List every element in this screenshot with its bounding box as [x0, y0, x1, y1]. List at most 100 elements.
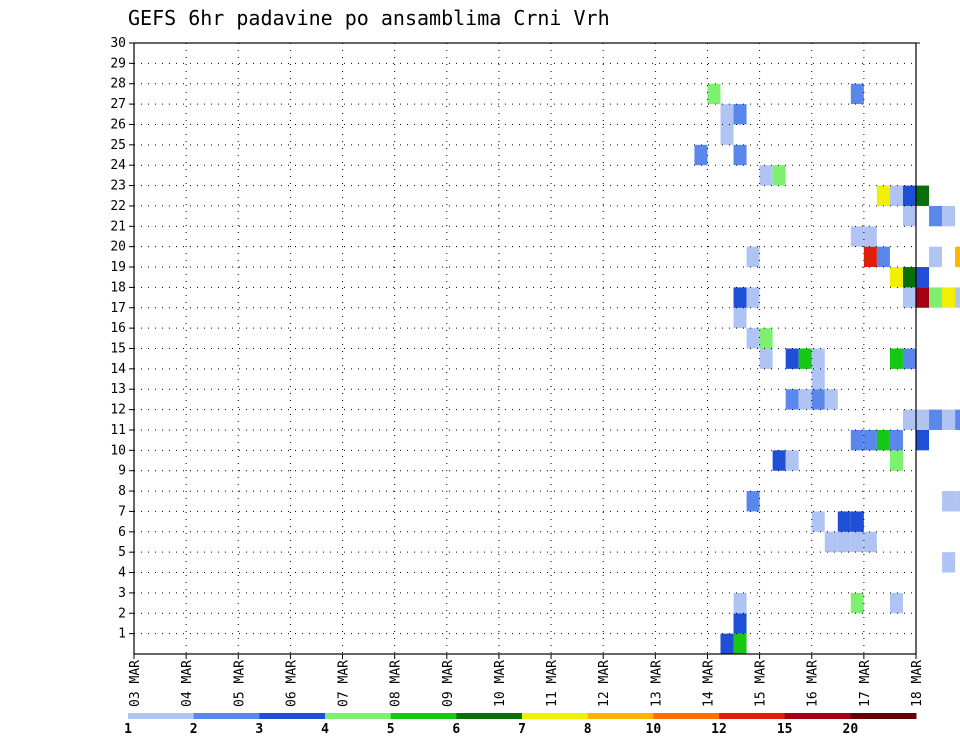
- heatmap-cell: [733, 144, 747, 166]
- colorbar-swatch: [193, 713, 260, 719]
- heatmap-cell: [811, 389, 825, 410]
- heatmap-cell: [720, 104, 734, 125]
- heatmap-cell: [811, 511, 825, 532]
- colorbar-swatch: [719, 713, 786, 719]
- heatmap-cell: [733, 104, 747, 125]
- x-tick-label: 11 MAR: [545, 660, 560, 707]
- heatmap-cell: [811, 368, 825, 390]
- heatmap-cell: [955, 287, 960, 308]
- heatmap-cell: [785, 348, 799, 369]
- heatmap-cell: [916, 409, 930, 430]
- y-tick-label: 4: [118, 566, 126, 581]
- y-tick-label: 28: [110, 77, 126, 92]
- x-tick-label: 14 MAR: [701, 660, 716, 707]
- y-tick-label: 22: [110, 199, 126, 214]
- y-tick-label: 8: [118, 484, 126, 499]
- heatmap-cell: [955, 491, 960, 512]
- heatmap-cell: [733, 613, 747, 634]
- colorbar-swatch: [587, 713, 654, 719]
- colorbar-swatch: [522, 713, 589, 719]
- heatmap-cell: [902, 348, 916, 369]
- y-tick-label: 13: [110, 382, 126, 397]
- heatmap-cell: [824, 389, 838, 410]
- heatmap-cell: [902, 185, 916, 206]
- x-tick-label: 13 MAR: [649, 660, 664, 707]
- colorbar-label: 10: [646, 722, 662, 737]
- heatmap-cell: [837, 531, 851, 553]
- colorbar-swatch: [259, 713, 326, 719]
- heatmap-cell: [942, 409, 956, 430]
- y-tick-label: 18: [110, 280, 126, 295]
- heatmap-cell: [889, 592, 903, 614]
- y-tick-label: 23: [110, 179, 126, 194]
- heatmap-cell: [863, 226, 877, 247]
- colorbar-label: 5: [387, 722, 395, 737]
- colorbar-swatch: [390, 713, 457, 719]
- heatmap-cell: [746, 246, 760, 268]
- x-tick-label: 09 MAR: [441, 660, 456, 707]
- y-tick-label: 11: [110, 423, 126, 438]
- heatmap-cell: [850, 83, 864, 105]
- heatmap-cell: [902, 205, 916, 227]
- heatmap-cell: [916, 429, 930, 451]
- colorbar-label: 8: [584, 722, 592, 737]
- heatmap-cell: [955, 246, 960, 268]
- heatmap-cell: [889, 185, 903, 206]
- heatmap-cell: [850, 531, 864, 553]
- heatmap-cell: [929, 287, 943, 308]
- heatmap-cell: [876, 246, 890, 268]
- heatmap-cell: [850, 511, 864, 532]
- heatmap-cell: [863, 531, 877, 553]
- heatmap-cell: [850, 592, 864, 614]
- heatmap-cell: [889, 429, 903, 451]
- colorbar-label: 3: [255, 722, 263, 737]
- heatmap-cell: [876, 429, 890, 451]
- y-tick-label: 27: [110, 97, 126, 112]
- y-tick-label: 20: [110, 240, 126, 255]
- heatmap-cell: [720, 124, 734, 145]
- y-tick-label: 7: [118, 504, 126, 519]
- heatmap-cell: [889, 267, 903, 288]
- heatmap-cell: [916, 287, 930, 308]
- colorbar-label: 1: [124, 722, 132, 737]
- x-tick-label: 15 MAR: [754, 660, 769, 707]
- x-tick-label: 16 MAR: [806, 660, 821, 707]
- heatmap-cell: [798, 348, 812, 369]
- heatmap-cell: [733, 307, 747, 329]
- colorbar-swatch: [325, 713, 392, 719]
- heatmap-cell: [876, 185, 890, 206]
- heatmap-cell: [889, 450, 903, 471]
- y-tick-label: 6: [118, 525, 126, 540]
- colorbar-swatch: [850, 713, 917, 719]
- heatmap-cell: [694, 144, 708, 166]
- heatmap-cell: [889, 348, 903, 369]
- y-tick-label: 29: [110, 56, 126, 71]
- colorbar-label: 7: [518, 722, 526, 737]
- heatmap-cell: [916, 185, 930, 206]
- heatmap-cell: [850, 226, 864, 247]
- x-tick-label: 10 MAR: [493, 660, 508, 707]
- heatmap-cell: [733, 633, 747, 654]
- heatmap-cell: [733, 592, 747, 614]
- heatmap-cell: [916, 267, 930, 288]
- heatmap-cell: [733, 287, 747, 308]
- heatmap-cell: [837, 511, 851, 532]
- heatmap-cell: [785, 450, 799, 471]
- heatmap-cell: [759, 348, 773, 369]
- y-tick-label: 16: [110, 321, 126, 336]
- x-tick-label: 17 MAR: [858, 660, 873, 707]
- y-tick-label: 21: [110, 219, 126, 234]
- x-tick-label: 04 MAR: [180, 660, 195, 707]
- colorbar-label: 12: [711, 722, 727, 737]
- y-tick-label: 1: [118, 627, 126, 642]
- y-tick-label: 25: [110, 138, 126, 153]
- colorbar-label: 15: [777, 722, 793, 737]
- colorbar-label: 20: [843, 722, 859, 737]
- x-tick-label: 12 MAR: [597, 660, 612, 707]
- x-tick-label: 08 MAR: [389, 660, 404, 707]
- y-tick-label: 3: [118, 586, 126, 601]
- heatmap-cell: [746, 328, 760, 349]
- heatmap-cell: [746, 287, 760, 308]
